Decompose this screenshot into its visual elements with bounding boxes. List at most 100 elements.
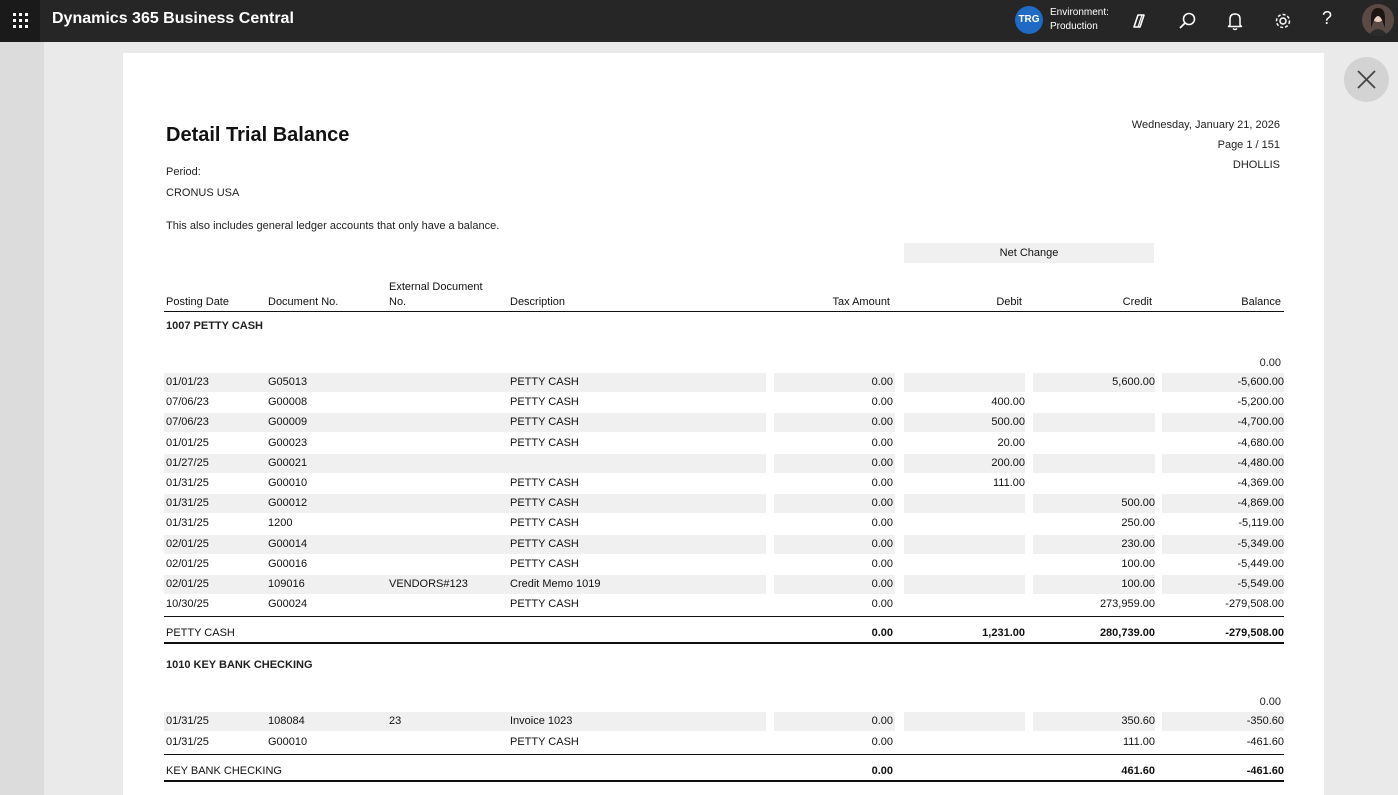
cell-document-no: G00024 xyxy=(268,598,308,611)
cell-balance: -4,869.00 xyxy=(1237,497,1284,510)
environment-label[interactable]: Environment: Production xyxy=(1050,6,1109,34)
avatar[interactable] xyxy=(1362,4,1394,36)
bell-icon[interactable] xyxy=(1221,7,1249,35)
cell-credit: 100.00 xyxy=(1121,578,1155,590)
ledger-row: 02/01/25 G00014 PETTY CASH 0.00 230.00 -5,349… xyxy=(164,534,1284,554)
cell-description: Invoice 1023 xyxy=(510,715,573,728)
cell-document-no: G00012 xyxy=(268,497,308,510)
cell-posting-date: 02/01/25 xyxy=(166,537,209,550)
cell-posting-date: 02/01/25 xyxy=(166,557,209,570)
cell-tax-amount: 0.00 xyxy=(871,416,893,429)
col-balance: Balance xyxy=(1241,296,1281,308)
cell-tax-amount: 0.00 xyxy=(871,497,893,510)
opening-balance: 0.00 xyxy=(1259,357,1281,369)
cell-credit: 250.00 xyxy=(1121,517,1155,530)
company-name: CRONUS USA xyxy=(166,187,240,199)
cell-posting-date: 01/01/25 xyxy=(166,436,209,449)
cell-balance: -350.60 xyxy=(1246,715,1284,728)
cell-posting-date: 01/31/25 xyxy=(166,477,209,489)
cell-posting-date: 01/01/23 xyxy=(166,376,209,388)
cell-document-no: 109016 xyxy=(268,578,305,590)
cell-balance: -5,549.00 xyxy=(1237,578,1284,590)
cell-description: Credit Memo 1019 xyxy=(510,578,601,590)
cell-tax-amount: 0.00 xyxy=(871,517,893,530)
col-external-doc-line1: External Document xyxy=(389,281,483,293)
cell-debit: 20.00 xyxy=(997,436,1025,449)
report-note: This also includes general ledger accoun… xyxy=(166,220,500,232)
ledger-row: 07/06/23 G00009 PETTY CASH 0.00 500.00 -4,700… xyxy=(164,413,1284,433)
cell-balance: -4,369.00 xyxy=(1237,477,1284,489)
environment-label-text: Environment: xyxy=(1050,7,1109,18)
total-balance: -279,508.00 xyxy=(1225,627,1284,640)
cell-credit: 230.00 xyxy=(1121,537,1155,550)
ledger-row: 10/30/25 G00024 PETTY CASH 0.00 273,959.00 -2… xyxy=(164,595,1284,614)
cell-debit: 111.00 xyxy=(992,477,1025,489)
copilot-icon[interactable] xyxy=(1125,7,1153,35)
cell-posting-date: 01/27/25 xyxy=(166,456,209,469)
ledger-row: 07/06/23 G00008 PETTY CASH 0.00 400.00 -5,200… xyxy=(164,393,1284,412)
cell-tax-amount: 0.00 xyxy=(871,735,893,748)
cell-document-no: 108084 xyxy=(268,715,305,728)
cell-tax-amount: 0.00 xyxy=(871,557,893,570)
col-debit: Debit xyxy=(996,296,1022,308)
cell-description: PETTY CASH xyxy=(510,497,579,510)
app-title[interactable]: Dynamics 365 Business Central xyxy=(52,10,294,27)
total-tax-amount: 0.00 xyxy=(871,764,893,777)
cell-document-no: G00023 xyxy=(268,436,308,449)
cell-posting-date: 02/01/25 xyxy=(166,578,209,590)
cell-document-no: G00008 xyxy=(268,396,308,409)
cell-credit: 111.00 xyxy=(1122,735,1155,748)
gear-icon[interactable] xyxy=(1269,7,1297,35)
header-rule xyxy=(164,311,1284,312)
cell-credit: 100.00 xyxy=(1121,557,1155,570)
cell-tax-amount: 0.00 xyxy=(871,436,893,449)
cell-posting-date: 01/31/25 xyxy=(166,497,209,510)
cell-external-doc-no: 23 xyxy=(389,715,402,728)
report-title: Detail Trial Balance xyxy=(166,124,350,146)
cell-tax-amount: 0.00 xyxy=(871,715,893,728)
col-tax-amount: Tax Amount xyxy=(832,296,890,308)
cell-document-no: 1200 xyxy=(268,517,293,530)
ledger-row: 01/01/25 G00023 PETTY CASH 0.00 20.00 -4,680.… xyxy=(164,434,1284,453)
total-rule-top xyxy=(164,616,1284,618)
cell-document-no: G00010 xyxy=(268,735,308,748)
cell-credit: 350.60 xyxy=(1121,715,1155,728)
total-debit: 1,231.00 xyxy=(982,627,1025,640)
ledger-row: 01/31/25 1200 PETTY CASH 0.00 250.00 -5,119.0… xyxy=(164,514,1284,533)
cell-posting-date: 01/31/25 xyxy=(166,517,209,530)
environment-value: Production xyxy=(1050,21,1098,32)
cell-description: PETTY CASH xyxy=(510,517,579,530)
ledger-row: 01/31/25 108084 23 Invoice 1023 0.00 350.60 -3… xyxy=(164,712,1284,732)
cell-balance: -4,700.00 xyxy=(1237,416,1284,429)
cell-credit: 500.00 xyxy=(1121,497,1155,510)
cell-tax-amount: 0.00 xyxy=(871,598,893,611)
top-bar: Dynamics 365 Business Central TRG Enviro… xyxy=(0,0,1398,42)
ledger-row: 01/01/23 G05013 PETTY CASH 0.00 5,600.00 -5,6… xyxy=(164,373,1284,392)
cell-external-doc-no: VENDORS#123 xyxy=(389,578,468,590)
net-change-header: Net Change xyxy=(904,243,1154,263)
total-credit: 461.60 xyxy=(1121,764,1155,777)
total-credit: 280,739.00 xyxy=(1099,627,1155,640)
search-icon[interactable] xyxy=(1173,7,1201,35)
waffle-icon[interactable] xyxy=(0,0,40,42)
cell-debit: 200.00 xyxy=(991,456,1025,469)
report-user: DHOLLIS xyxy=(1232,159,1280,171)
cell-posting-date: 10/30/25 xyxy=(166,598,209,611)
cell-balance: -279,508.00 xyxy=(1225,598,1284,611)
cell-description: PETTY CASH xyxy=(510,537,579,550)
cell-description: PETTY CASH xyxy=(510,598,579,611)
cell-document-no: G00021 xyxy=(268,456,308,469)
report-page: Detail Trial Balance Period: CRONUS USA … xyxy=(123,53,1324,795)
environment-badge[interactable]: TRG xyxy=(1015,6,1043,34)
cell-balance: -5,200.00 xyxy=(1237,396,1284,409)
page-number: Page 1 / 151 xyxy=(1217,139,1280,151)
total-label: KEY BANK CHECKING xyxy=(166,764,282,777)
cell-balance: -4,680.00 xyxy=(1237,436,1284,449)
ledger-row: 01/27/25 G00021 0.00 200.00 -4,480.00 xyxy=(164,453,1284,473)
cell-description: PETTY CASH xyxy=(510,376,579,388)
account-header: 1007 PETTY CASH xyxy=(166,320,264,332)
cell-debit: 400.00 xyxy=(991,396,1025,409)
left-strip xyxy=(0,42,44,795)
help-icon[interactable]: ? xyxy=(1322,8,1333,28)
close-button[interactable] xyxy=(1344,57,1389,102)
